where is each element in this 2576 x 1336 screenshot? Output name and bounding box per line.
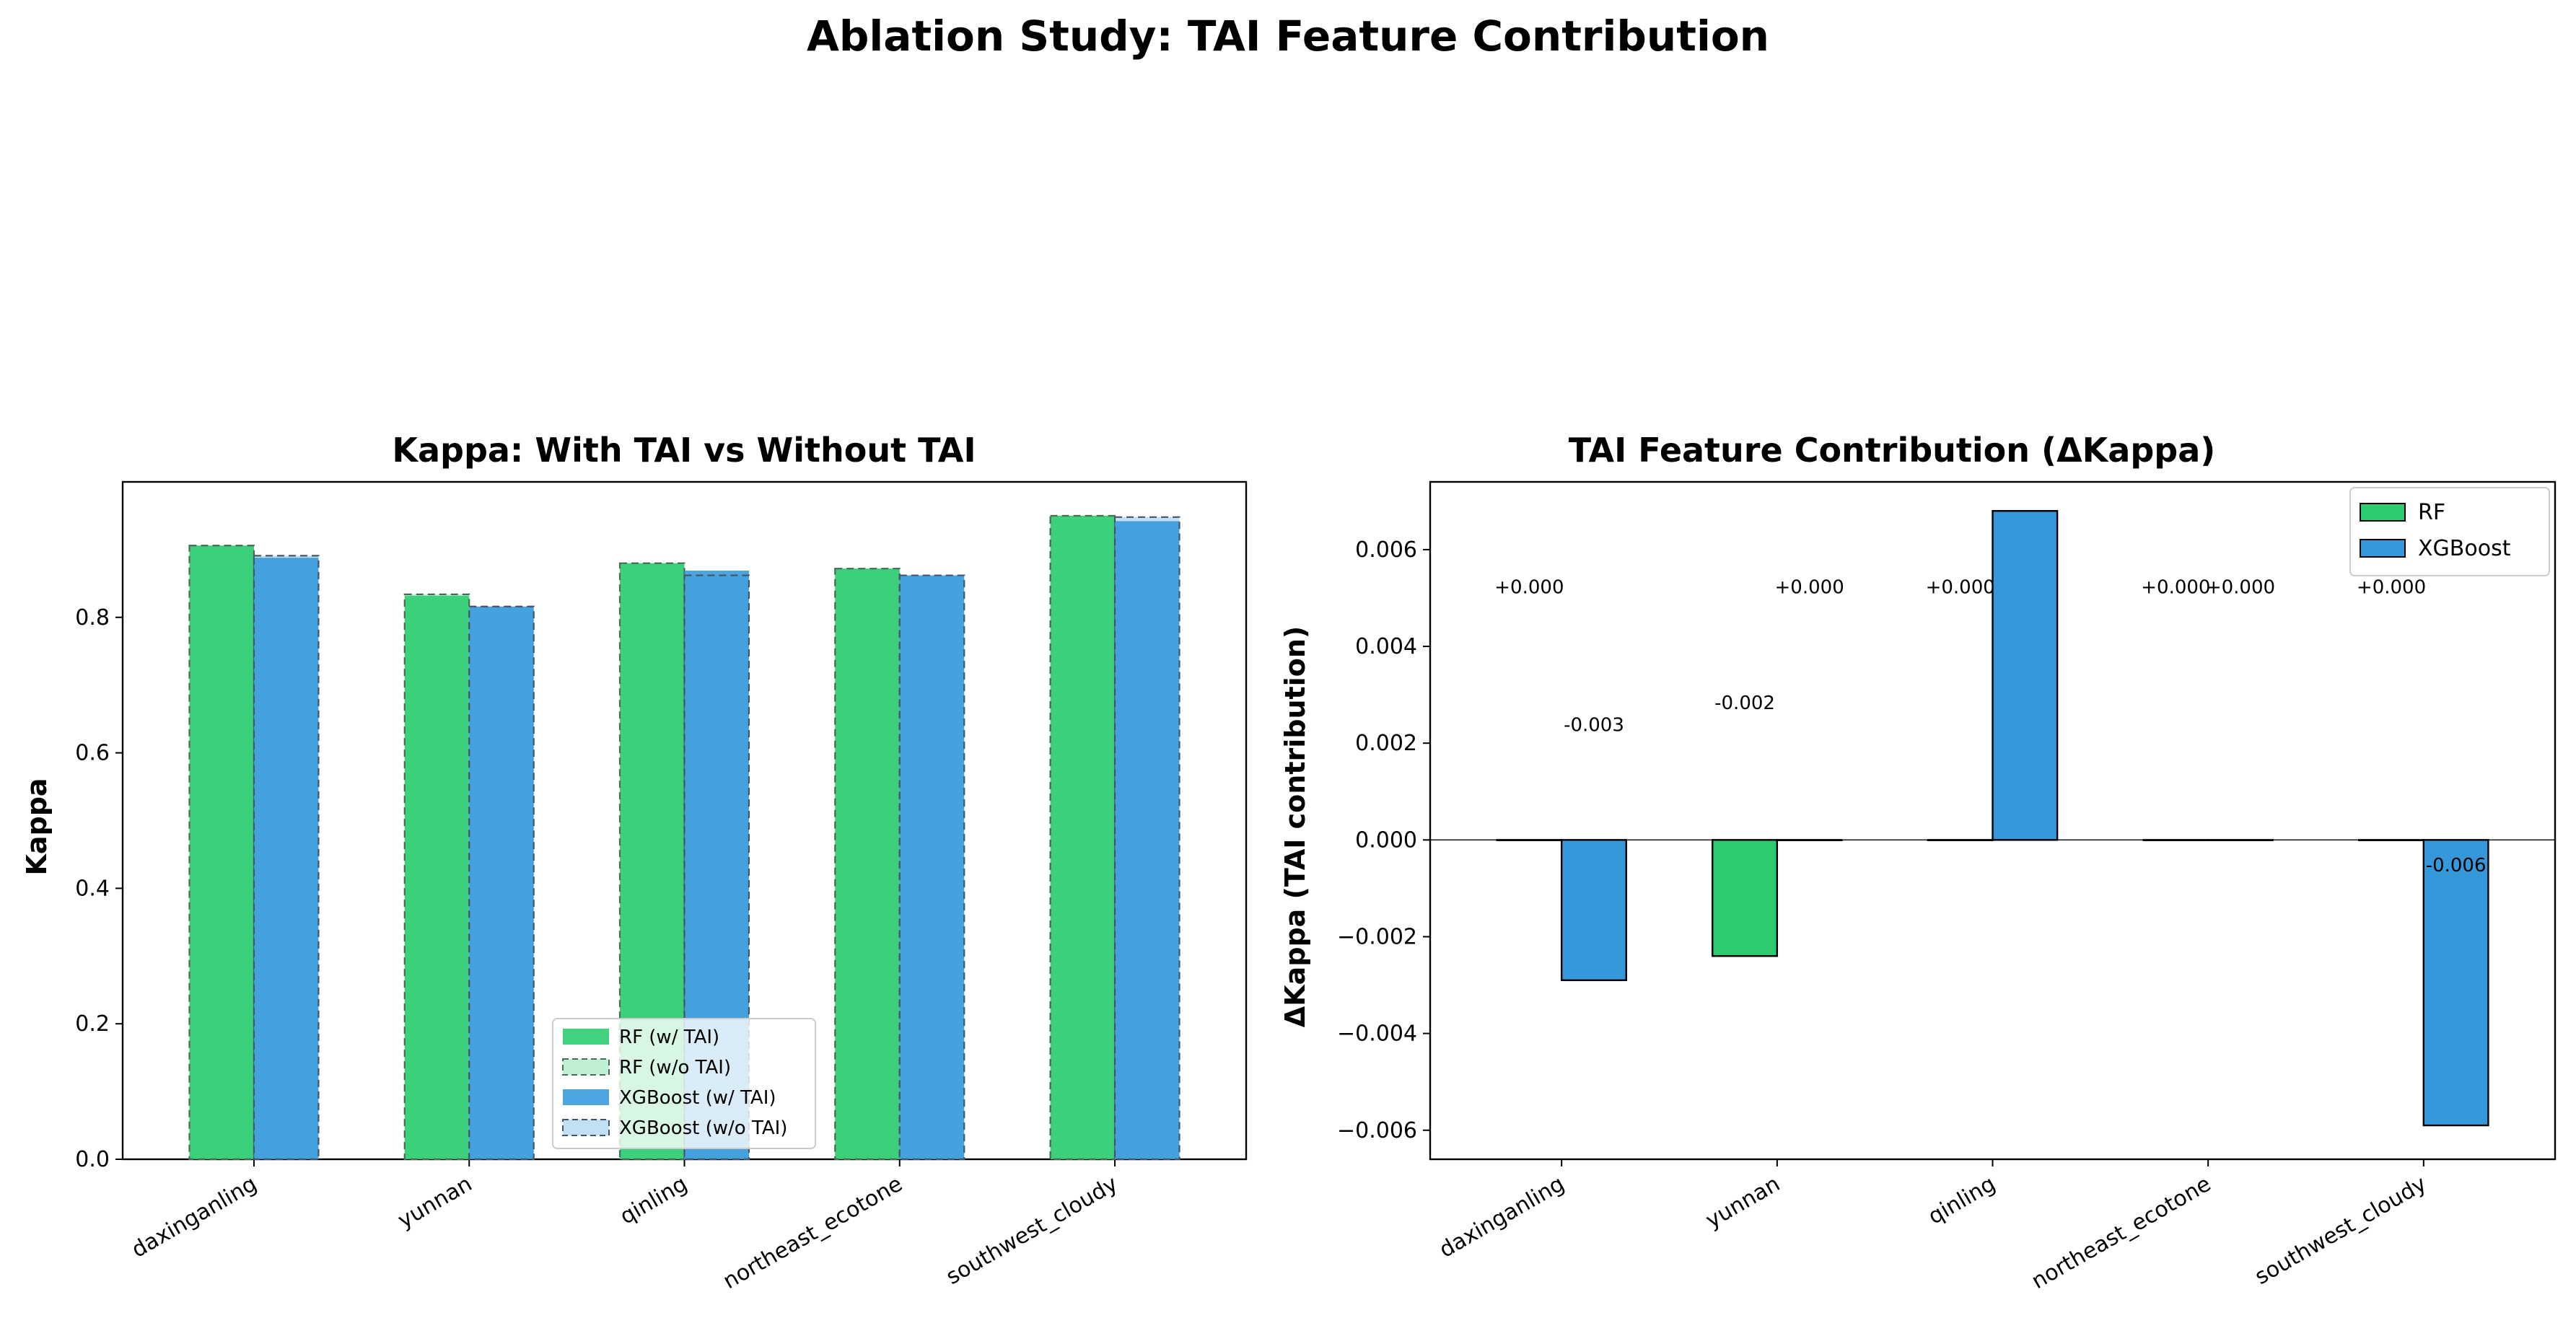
- legend-label: RF: [2418, 500, 2445, 525]
- left-ytick-label: 0.4: [75, 876, 110, 901]
- bar-xgb-with-tai: [899, 575, 965, 1159]
- right-ytick-label: 0.004: [1355, 634, 1417, 659]
- left-ytick-label: 0.8: [75, 605, 110, 630]
- legend-swatch: [2360, 503, 2406, 522]
- bar-xgb-without-tai: [468, 605, 535, 1161]
- bar-rf-with-tai: [189, 545, 254, 1159]
- data-label: -0.002: [1714, 693, 1775, 714]
- right-chart: TAI Feature Contribution (ΔKappa) ΔKappa…: [1279, 431, 2557, 1295]
- legend-label: RF (w/o TAI): [619, 1057, 731, 1078]
- left-xtick-label: daxinganling: [128, 1172, 261, 1263]
- data-label: +0.000: [2206, 576, 2275, 598]
- left-legend: RF (w/ TAI) RF (w/o TAI) XGBoost (w/ TAI) X…: [552, 1018, 816, 1149]
- data-label: -0.006: [2426, 855, 2487, 876]
- bar-rf-without-tai: [403, 593, 470, 1161]
- bar-xgb-without-tai: [1113, 516, 1180, 1161]
- bar-xgb-without-tai: [253, 555, 320, 1161]
- bar-rf-with-tai: [404, 595, 470, 1159]
- right-xtick-label: qinling: [1924, 1172, 1999, 1230]
- right-ytick-label: 0.006: [1355, 537, 1417, 563]
- legend-swatch: [563, 1029, 609, 1045]
- bar-rf-without-tai: [1049, 514, 1116, 1161]
- legend-label: RF (w/ TAI): [619, 1027, 719, 1048]
- left-chart: Kappa: With TAI vs Without TAI Kappa 0.0…: [21, 431, 1248, 1295]
- legend-label: XGBoost (w/o TAI): [619, 1117, 787, 1139]
- figure-title: Ablation Study: TAI Feature Contribution: [807, 12, 1769, 61]
- left-xtick-label: southwest_cloudy: [942, 1172, 1122, 1290]
- bar-xgb-delta: [1560, 839, 1627, 982]
- bar-xgb-without-tai: [898, 574, 965, 1161]
- right-chart-title: TAI Feature Contribution (ΔKappa): [1569, 431, 2216, 470]
- right-ytick-label: 0.000: [1355, 827, 1417, 853]
- left-ytick-label: 0.6: [75, 741, 110, 766]
- right-xtick-label: southwest_cloudy: [2251, 1172, 2431, 1290]
- data-label: +0.000: [1494, 576, 1564, 598]
- left-xtick-label: northeast_ecotone: [719, 1172, 907, 1295]
- right-xtick-label: yunnan: [1701, 1172, 1784, 1234]
- left-legend-box: [552, 1018, 816, 1149]
- bar-rf-delta: [1712, 839, 1779, 957]
- legend-swatch: [562, 1119, 610, 1136]
- bar-xgb-delta: [1992, 510, 2059, 841]
- left-chart-ylabel: Kappa: [21, 778, 53, 875]
- bar-xgb-with-tai: [469, 606, 534, 1159]
- legend-label: XGBoost (w/ TAI): [619, 1087, 776, 1109]
- data-label: +0.000: [2141, 576, 2210, 598]
- data-label: +0.000: [1775, 576, 1844, 598]
- legend-label: XGBoost: [2418, 536, 2511, 561]
- right-xtick-label: northeast_ecotone: [2028, 1172, 2216, 1295]
- right-ytick-label: −0.006: [1337, 1118, 1417, 1143]
- bar-rf-with-tai: [835, 568, 900, 1159]
- bar-xgb-with-tai: [1115, 521, 1180, 1159]
- legend-swatch: [562, 1058, 610, 1076]
- bar-rf-with-tai: [1050, 515, 1116, 1159]
- bar-xgb-with-tai: [253, 558, 319, 1159]
- right-xtick-label: daxinganling: [1435, 1172, 1569, 1263]
- right-ytick-label: 0.002: [1355, 731, 1417, 756]
- right-legend-box: [2349, 487, 2550, 576]
- data-label: -0.003: [1564, 714, 1624, 736]
- bar-xgb-delta: [2422, 839, 2489, 1127]
- right-chart-ylabel: ΔKappa (TAI contribution): [1279, 626, 1311, 1027]
- data-label: +0.000: [2357, 576, 2426, 598]
- left-xtick-label: qinling: [615, 1172, 691, 1230]
- bar-rf-without-tai: [834, 568, 901, 1161]
- data-label: +0.000: [1926, 576, 1995, 598]
- legend-swatch: [563, 1089, 609, 1105]
- left-xtick-label: yunnan: [394, 1172, 477, 1234]
- right-ytick-label: −0.002: [1337, 924, 1417, 949]
- left-ytick-label: 0.0: [75, 1147, 110, 1172]
- legend-swatch: [2360, 539, 2406, 558]
- left-chart-title: Kappa: With TAI vs Without TAI: [392, 431, 976, 470]
- left-ytick-label: 0.2: [75, 1011, 110, 1037]
- bar-rf-without-tai: [188, 545, 255, 1161]
- right-ytick-label: −0.004: [1337, 1021, 1417, 1047]
- right-legend: RF XGBoost: [2349, 487, 2550, 576]
